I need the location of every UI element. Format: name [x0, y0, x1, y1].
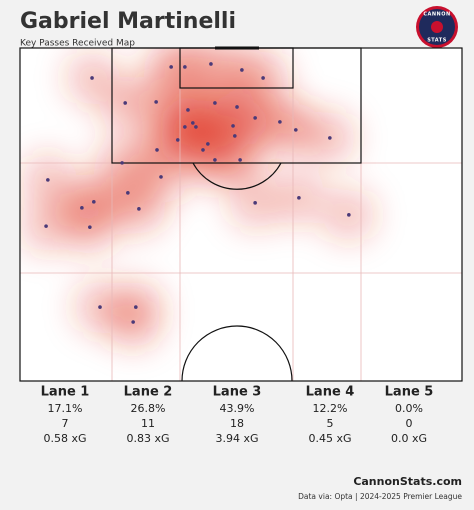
- point: [233, 134, 237, 138]
- point: [328, 136, 332, 140]
- lane-pct: 43.9%: [220, 402, 255, 415]
- lane-xg: 0.83 xG: [126, 432, 169, 445]
- point: [137, 207, 141, 211]
- lane-count: 7: [62, 417, 69, 430]
- point: [88, 225, 92, 229]
- lane-lines: [20, 88, 462, 381]
- penalty-arc: [192, 162, 282, 190]
- point: [294, 128, 298, 132]
- point: [347, 213, 351, 217]
- point: [209, 62, 213, 66]
- center-circle: [181, 325, 293, 382]
- point: [201, 148, 205, 152]
- lane-name: Lane 4: [306, 385, 355, 400]
- point: [175, 138, 180, 142]
- lane-name: Lane 2: [124, 385, 173, 400]
- point: [278, 120, 282, 124]
- point: [213, 101, 217, 105]
- lane-count: 11: [141, 417, 155, 430]
- lane-xg: 0.0 xG: [391, 432, 427, 445]
- lane-name: Lane 5: [385, 385, 434, 400]
- pitch-lines: [19, 46, 463, 382]
- point: [206, 142, 210, 146]
- point: [238, 158, 242, 162]
- point: [90, 76, 94, 80]
- lane-xg: 0.45 xG: [308, 432, 351, 445]
- point: [44, 224, 48, 228]
- point: [123, 101, 127, 105]
- logo-icon: [431, 21, 443, 33]
- lane-name: Lane 1: [41, 385, 90, 400]
- points: [44, 62, 351, 324]
- point: [253, 201, 257, 205]
- point: [183, 125, 187, 129]
- point: [120, 161, 124, 165]
- point: [253, 116, 257, 120]
- point: [194, 125, 198, 129]
- logo: CANNON STATS: [416, 6, 458, 48]
- point: [154, 100, 158, 104]
- lane-pct: 17.1%: [48, 402, 83, 415]
- title: Gabriel Martinelli: [20, 9, 236, 34]
- point: [98, 305, 102, 309]
- point: [80, 206, 84, 210]
- point: [191, 121, 195, 125]
- lane-pct: 0.0%: [395, 402, 423, 415]
- point: [183, 65, 187, 69]
- point: [240, 68, 244, 72]
- point: [186, 108, 190, 112]
- logo-text: STATS: [427, 38, 447, 44]
- brand: CannonStats.com: [353, 475, 462, 488]
- point: [261, 76, 265, 80]
- point: [46, 178, 50, 182]
- lane-count: 18: [230, 417, 244, 430]
- point: [235, 105, 239, 109]
- lane-pct: 12.2%: [313, 402, 348, 415]
- point: [169, 65, 173, 69]
- point: [231, 124, 235, 128]
- lane-xg: 0.58 xG: [43, 432, 86, 445]
- lane-count: 5: [327, 417, 334, 430]
- lane-count: 0: [406, 417, 413, 430]
- point: [126, 191, 130, 195]
- point: [131, 320, 135, 324]
- lane-stats: Lane 1 17.1% 7 0.58 xG Lane 2 26.8% 11 0.83 xG L…: [41, 385, 434, 446]
- logo-text: CANNON: [423, 12, 450, 18]
- subtitle: Key Passes Received Map: [20, 39, 135, 49]
- lane-xg: 3.94 xG: [215, 432, 258, 445]
- point: [155, 148, 159, 152]
- point: [159, 175, 163, 179]
- point: [297, 196, 301, 200]
- point: [213, 158, 217, 162]
- lane-pct: 26.8%: [131, 402, 166, 415]
- lane-name: Lane 3: [213, 385, 262, 400]
- point: [134, 305, 138, 309]
- source: Data via: Opta | 2024-2025 Premier Leagu…: [298, 492, 462, 501]
- point: [92, 200, 96, 204]
